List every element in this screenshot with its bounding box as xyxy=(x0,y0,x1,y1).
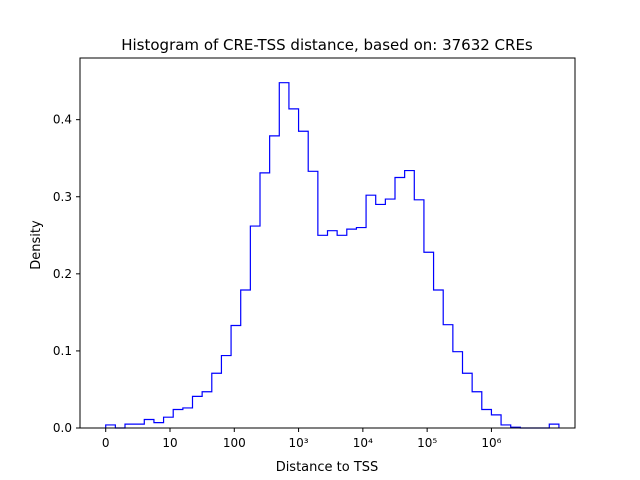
y-axis-label: Density xyxy=(29,220,44,270)
chart-title: Histogram of CRE-TSS distance, based on:… xyxy=(121,36,533,54)
histogram-step-line xyxy=(105,82,560,429)
y-tick-label: 0.0 xyxy=(53,421,72,435)
y-tick-label: 0.1 xyxy=(53,344,72,358)
x-tick-label: 10⁴ xyxy=(353,436,373,450)
plot-area: 0 10 100 10³ 10⁴ 10⁵ 10⁶ 0.0 0.1 0.2 0.3 0.4 xyxy=(53,57,576,450)
x-tick-label: 100 xyxy=(223,436,246,450)
y-tick-label: 0.2 xyxy=(53,267,72,281)
x-axis-label: Distance to TSS xyxy=(276,460,379,475)
plot-frame xyxy=(79,57,576,429)
x-tick-label: 10 xyxy=(162,436,177,450)
x-tick-label: 10³ xyxy=(289,436,309,450)
x-tick-label: 10⁵ xyxy=(417,436,437,450)
y-tick-label: 0.3 xyxy=(53,190,72,204)
y-tick-label: 0.4 xyxy=(53,113,72,127)
x-tick-label: 10⁶ xyxy=(481,436,501,450)
x-tick-label: 0 xyxy=(102,436,110,450)
